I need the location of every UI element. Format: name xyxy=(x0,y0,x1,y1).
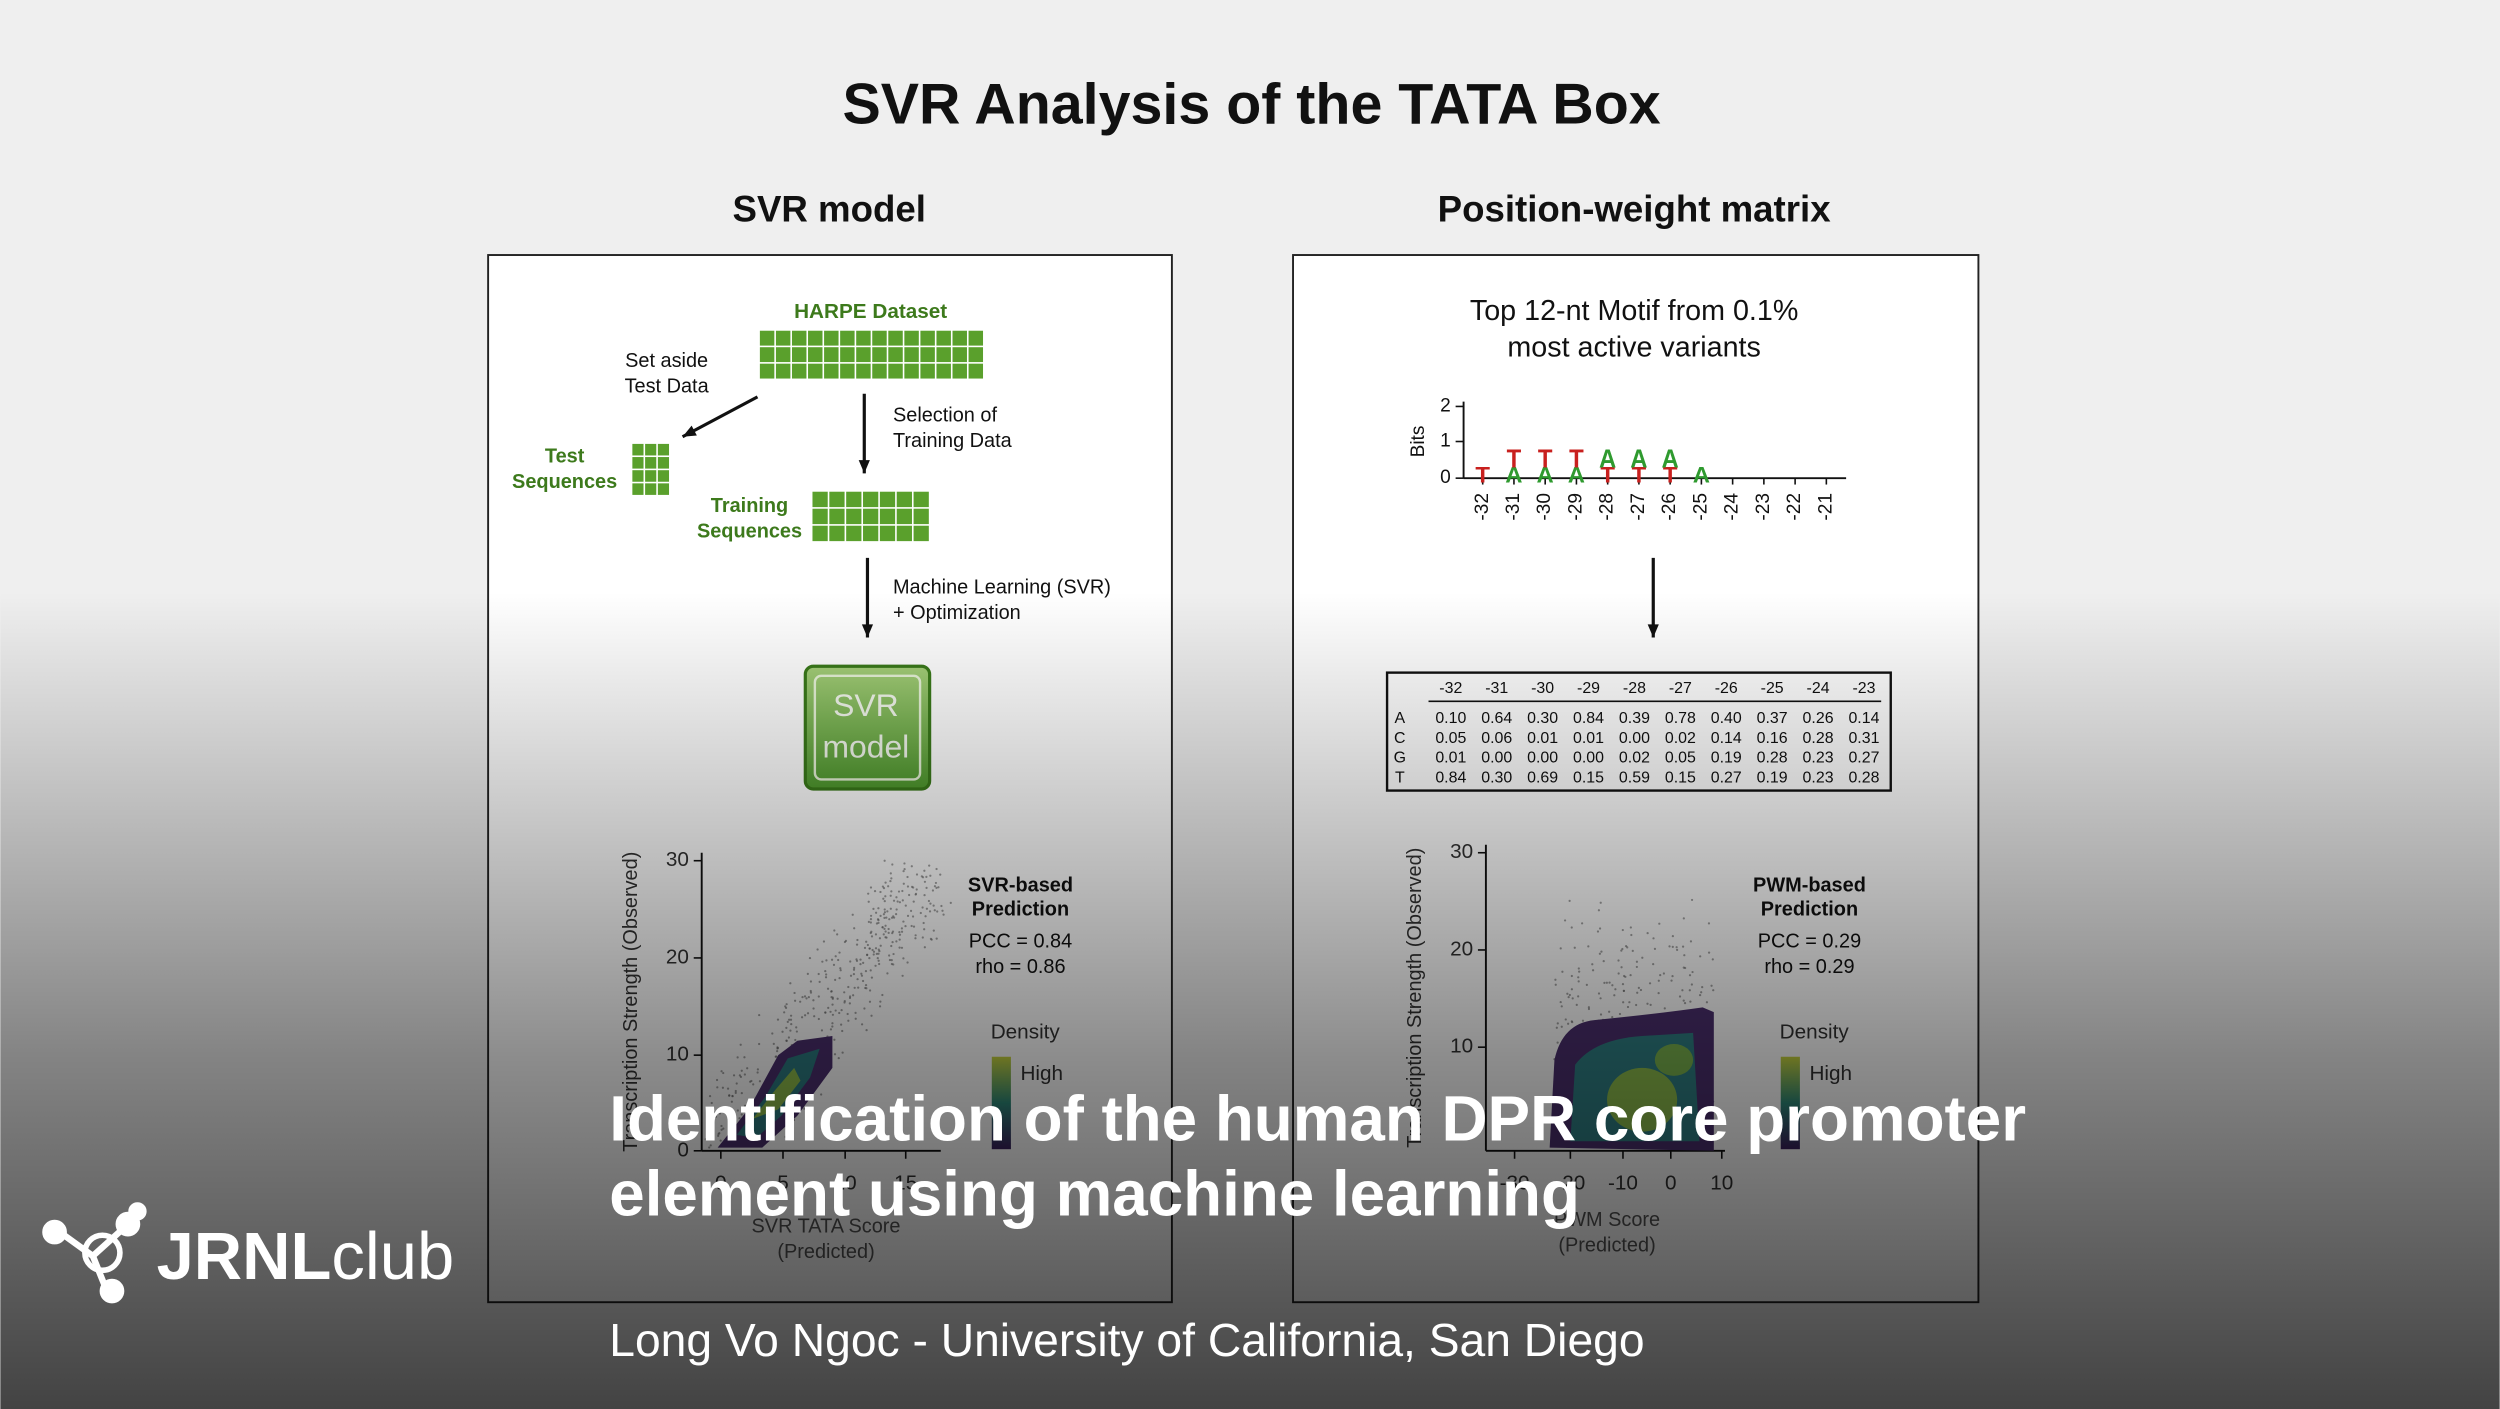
video-title: Identification of the human DPR core pro… xyxy=(609,1083,2026,1155)
brand-light: club xyxy=(331,1218,454,1293)
brand-icon-node xyxy=(99,1278,125,1304)
brand-logo: JRNLclub xyxy=(157,1218,455,1293)
video-overlay: Identification of the human DPR core pro… xyxy=(42,1083,2026,1366)
brand-icon-node xyxy=(82,1232,123,1274)
brand-bold: JRNL xyxy=(157,1218,332,1293)
brand-icon-node xyxy=(128,1202,147,1221)
brand-icon-node xyxy=(42,1219,67,1245)
brand-icon-node xyxy=(115,1211,141,1237)
brand-icon-line xyxy=(62,1232,95,1259)
speaker: Long Vo Ngoc - University of California,… xyxy=(609,1314,1644,1366)
video-title: element using machine learning xyxy=(609,1157,1580,1229)
